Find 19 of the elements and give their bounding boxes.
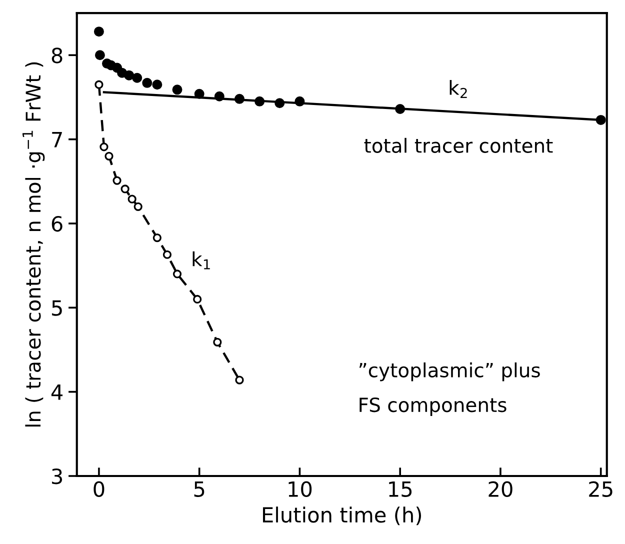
x-tick-label: 20 [488,481,512,497]
x-tick-label: 5 [194,482,204,497]
y-tick-label: 4 [51,384,63,400]
y-tick-label: 8 [52,48,62,64]
annotation: k$_{1}$ [192,251,210,270]
x-axis-title: Elution time (h) [263,506,422,526]
y-tick-label: 6 [52,216,62,232]
x-tick-label: 0 [94,481,104,497]
y-tick-label: 5 [52,300,62,316]
x-tick-label: 10 [288,481,312,497]
y-tick-label: 3 [52,468,62,484]
annotation: total tracer content [364,138,553,153]
annotation: k$_{2}$ [450,80,467,98]
x-tick-label: 15 [389,482,412,497]
y-tick-label: 7 [52,132,62,148]
annotation: ”cytoplasmic” plus [359,362,540,382]
x-tick-label: 25 [589,481,612,497]
annotation: FS components [360,397,506,416]
y-axis-title: ln ( tracer content, n mol ·g$^{−1}$ FrWt ) [22,62,45,426]
